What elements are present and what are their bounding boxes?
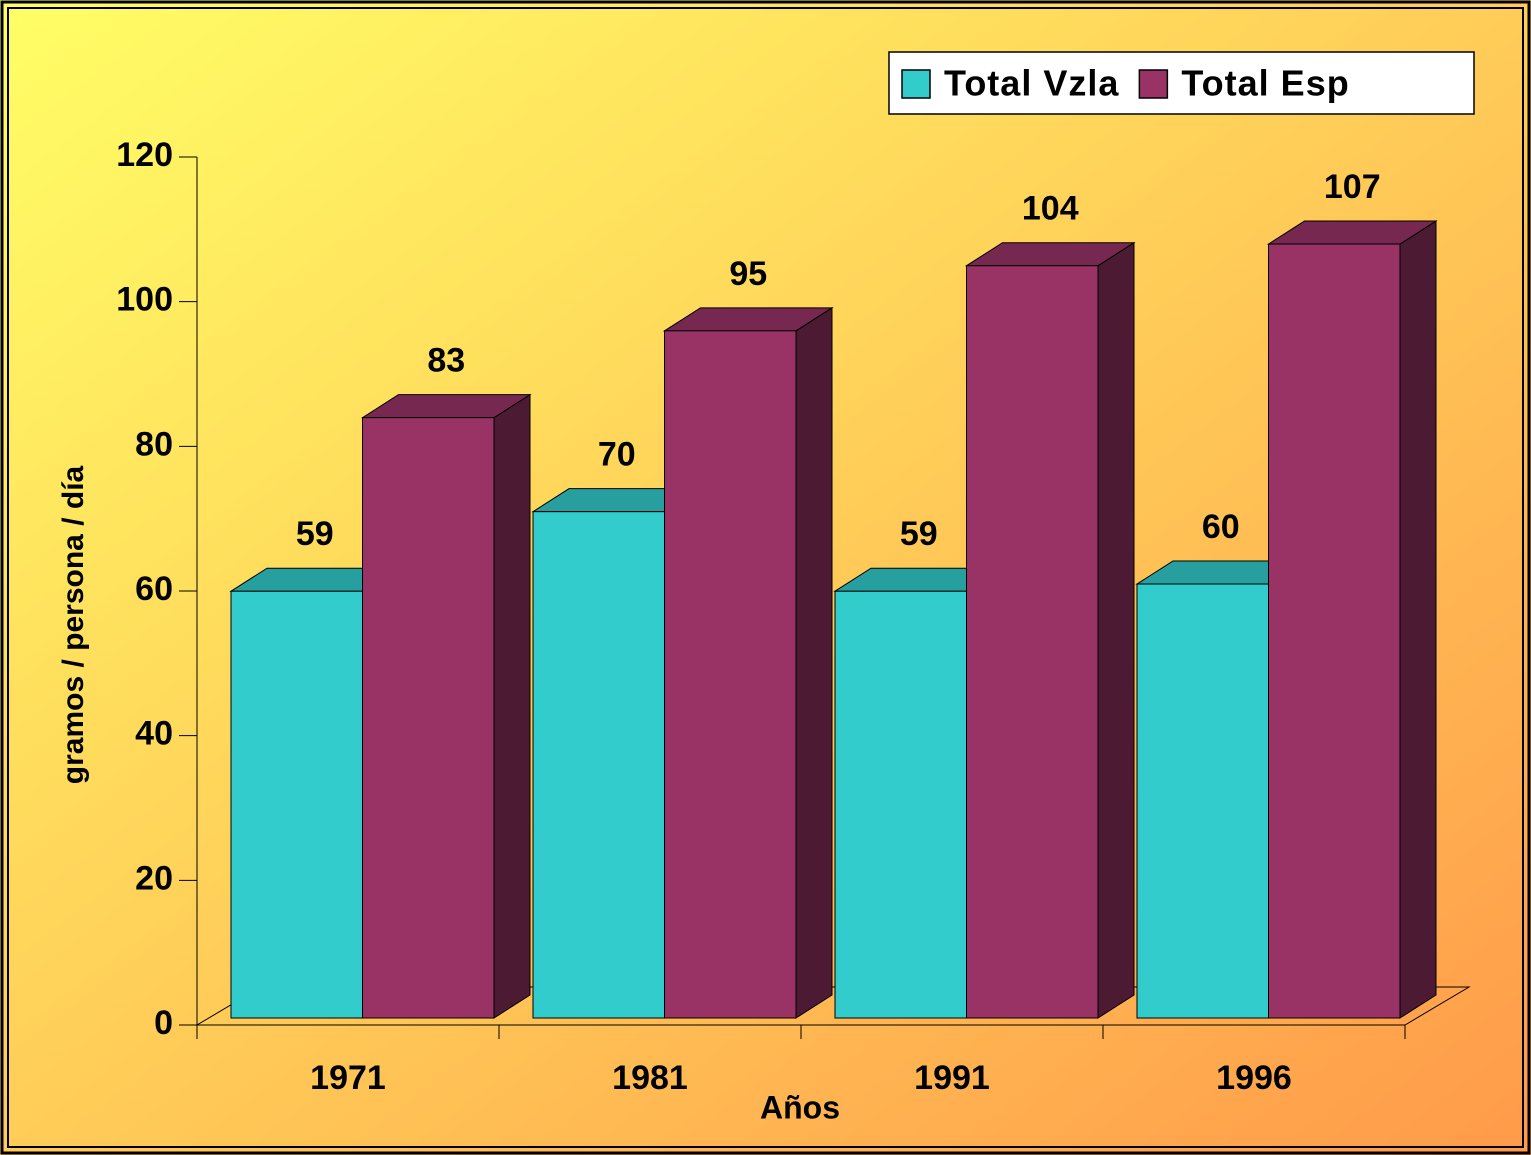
y-tick-label: 60 [135, 570, 173, 608]
legend-box [888, 51, 1475, 115]
y-tick-label: 80 [135, 425, 173, 463]
bar [1266, 220, 1438, 1019]
bar-front [230, 590, 363, 1019]
y-tick-label: 120 [116, 136, 173, 174]
data-label: 83 [427, 342, 465, 380]
x-tick-label: 1991 [914, 1059, 990, 1097]
bar [662, 306, 834, 1019]
bar-side [493, 393, 531, 1019]
legend-swatch [1138, 69, 1169, 99]
bar-front [664, 330, 797, 1019]
data-label: 60 [1202, 508, 1240, 546]
x-tick-label: 1996 [1216, 1059, 1292, 1097]
x-tick-label: 1971 [310, 1059, 386, 1097]
data-label: 107 [1324, 168, 1381, 206]
bar [360, 393, 532, 1019]
bar-front [362, 417, 495, 1019]
legend-label: Total Esp [1181, 63, 1349, 104]
bar [964, 241, 1136, 1019]
data-label: 70 [598, 436, 636, 474]
y-axis-title: gramos / persona / día [57, 465, 90, 784]
legend: Total Vzla Total Esp [888, 51, 1475, 115]
bar-front [1136, 583, 1269, 1019]
y-tick-label: 100 [116, 281, 173, 319]
data-label: 59 [296, 515, 334, 553]
x-tick-label: 1981 [612, 1059, 688, 1097]
bar-front [834, 590, 967, 1019]
bar-front [532, 511, 665, 1019]
bar-front [966, 265, 1099, 1019]
y-tick-label: 40 [135, 715, 173, 753]
data-label: 59 [900, 515, 938, 553]
x-axis-title: Años [760, 1089, 840, 1125]
data-label: 104 [1022, 190, 1079, 228]
y-tick-label: 0 [154, 1004, 173, 1042]
bar-front [1268, 243, 1401, 1019]
data-label: 95 [729, 255, 767, 293]
frame-inner [7, 7, 1524, 1148]
legend-label: Total Vzla [944, 63, 1119, 104]
y-tick-label: 20 [135, 859, 173, 897]
bar-side [1097, 241, 1135, 1019]
legend-swatch [901, 69, 931, 99]
bar-side [795, 306, 833, 1019]
bar-side [1399, 220, 1437, 1019]
